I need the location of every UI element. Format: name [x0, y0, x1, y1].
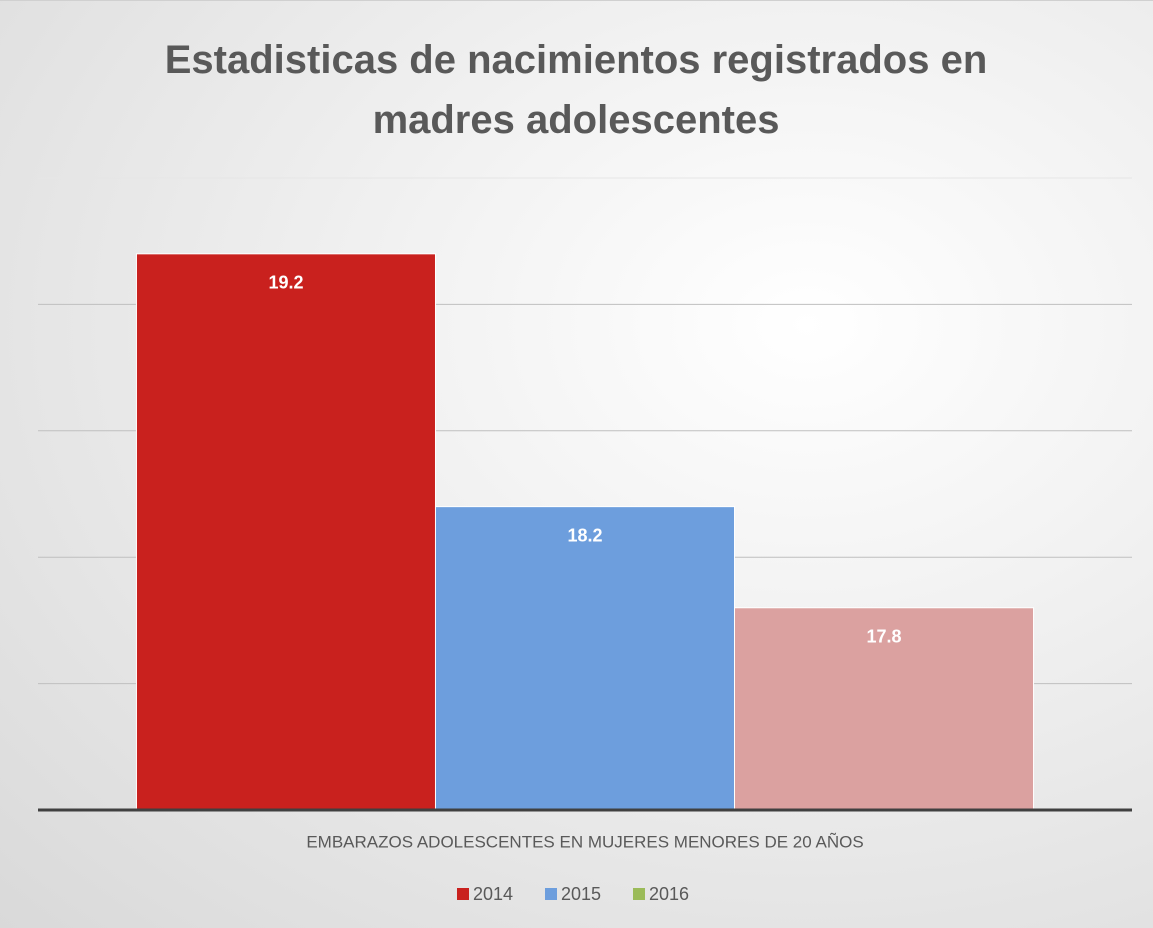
bar: [434, 506, 736, 811]
legend-label: 2016: [649, 884, 689, 904]
data-label: 19.2: [268, 273, 303, 293]
bar: [734, 607, 1035, 811]
chart-title: Estadisticas de nacimientos registrados …: [164, 38, 988, 142]
legend-label: 2015: [561, 884, 601, 904]
legend-swatch: [457, 888, 469, 900]
legend-swatch: [545, 888, 557, 900]
legend-swatch: [633, 888, 645, 900]
data-label: 18.2: [567, 525, 602, 545]
x-axis-label: EMBARAZOS ADOLESCENTES EN MUJERES MENORE…: [306, 832, 863, 851]
bar: [135, 253, 436, 811]
legend-label: 2014: [473, 884, 513, 904]
data-label: 17.8: [867, 627, 902, 647]
